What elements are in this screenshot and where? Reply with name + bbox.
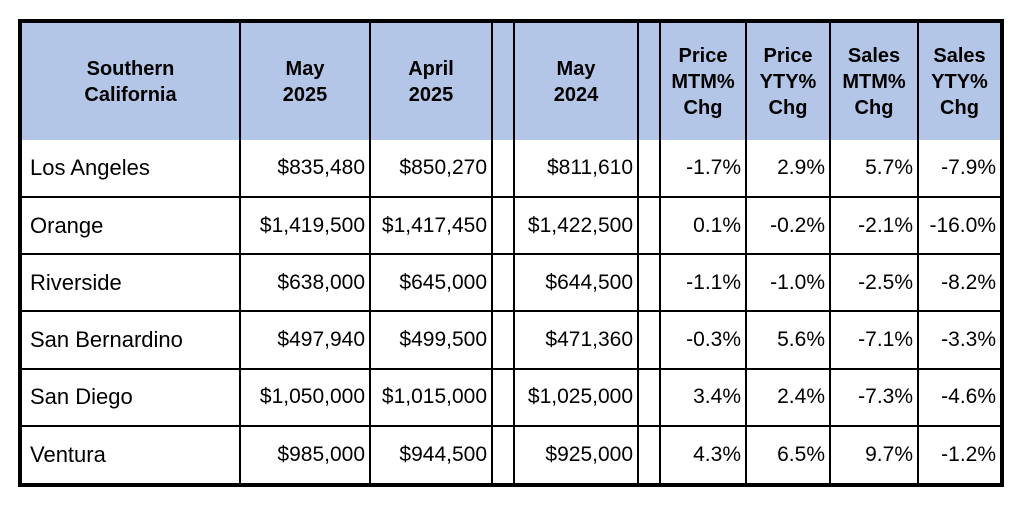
table-row: San Bernardino $497,940 $499,500 $471,36… — [22, 310, 1000, 370]
sales-yty-cell: -4.6% — [917, 367, 1000, 427]
price-yty-cell: 2.4% — [745, 367, 831, 427]
region-cell: Ventura — [22, 424, 241, 483]
sales-mtm-cell: 5.7% — [829, 140, 919, 199]
header-region-line1: Southern — [86, 57, 175, 80]
may-2024-cell: $644,500 — [513, 253, 639, 313]
region-cell: Riverside — [22, 253, 241, 313]
spacer-cell — [491, 140, 515, 199]
april-2025-cell: $944,500 — [369, 424, 493, 483]
price-yty-cell: -0.2% — [745, 196, 831, 256]
sales-yty-cell: -7.9% — [917, 140, 1000, 199]
spacer-cell — [491, 424, 515, 483]
region-cell: Orange — [22, 196, 241, 256]
header-sales-yty-line2: YTY% — [931, 70, 988, 93]
header-april-2025-line1: April — [408, 57, 454, 80]
price-yty-cell: -1.0% — [745, 253, 831, 313]
april-2025-cell: $499,500 — [369, 310, 493, 370]
home-price-table: Southern California May 2025 April 2025 … — [22, 23, 1000, 483]
header-price-mtm-line2: MTM% — [671, 70, 735, 93]
header-sales-mtm-line2: MTM% — [842, 70, 906, 93]
header-region-line2: California — [84, 83, 177, 106]
table-row: Orange $1,419,500 $1,417,450 $1,422,500 … — [22, 196, 1000, 256]
may-2024-cell: $1,025,000 — [513, 367, 639, 427]
may-2024-cell: $471,360 — [513, 310, 639, 370]
price-mtm-cell: -1.7% — [659, 140, 747, 199]
price-mtm-cell: 0.1% — [659, 196, 747, 256]
header-price-yty-line1: Price — [763, 44, 813, 67]
table-row: Riverside $638,000 $645,000 $644,500 -1.… — [22, 253, 1000, 313]
spacer-cell — [637, 196, 661, 256]
header-may-2024-line1: May — [556, 57, 596, 80]
price-yty-cell: 6.5% — [745, 424, 831, 483]
table-row: San Diego $1,050,000 $1,015,000 $1,025,0… — [22, 367, 1000, 427]
sales-mtm-cell: -2.5% — [829, 253, 919, 313]
spacer-cell — [637, 424, 661, 483]
header-row: Southern California May 2025 April 2025 … — [22, 23, 1000, 140]
price-mtm-cell: 4.3% — [659, 424, 747, 483]
header-sales-mtm-line1: Sales — [847, 44, 901, 67]
header-sales-yty: Sales YTY% Chg — [917, 23, 1000, 140]
sales-yty-cell: -16.0% — [917, 196, 1000, 256]
may-2025-cell: $985,000 — [239, 424, 371, 483]
header-spacer-2 — [637, 23, 661, 140]
header-price-yty-line3: Chg — [768, 96, 808, 119]
april-2025-cell: $1,417,450 — [369, 196, 493, 256]
spacer-cell — [637, 367, 661, 427]
region-cell: San Diego — [22, 367, 241, 427]
sales-yty-cell: -1.2% — [917, 424, 1000, 483]
price-mtm-cell: -0.3% — [659, 310, 747, 370]
may-2024-cell: $811,610 — [513, 140, 639, 199]
spacer-cell — [491, 310, 515, 370]
table-row: Ventura $985,000 $944,500 $925,000 4.3% … — [22, 424, 1000, 483]
may-2024-cell: $925,000 — [513, 424, 639, 483]
april-2025-cell: $1,015,000 — [369, 367, 493, 427]
may-2024-cell: $1,422,500 — [513, 196, 639, 256]
may-2025-cell: $835,480 — [239, 140, 371, 199]
header-price-mtm-line1: Price — [678, 44, 728, 67]
sales-mtm-cell: -7.1% — [829, 310, 919, 370]
may-2025-cell: $638,000 — [239, 253, 371, 313]
spacer-cell — [491, 196, 515, 256]
header-april-2025: April 2025 — [369, 23, 493, 140]
header-price-yty-line2: YTY% — [759, 70, 817, 93]
header-may-2024-line2: 2024 — [553, 83, 599, 106]
spacer-cell — [637, 253, 661, 313]
header-sales-yty-line1: Sales — [933, 44, 986, 67]
price-mtm-cell: -1.1% — [659, 253, 747, 313]
may-2025-cell: $1,419,500 — [239, 196, 371, 256]
sales-mtm-cell: -2.1% — [829, 196, 919, 256]
spacer-cell — [491, 367, 515, 427]
spacer-cell — [491, 253, 515, 313]
header-may-2025-line1: May — [285, 57, 325, 80]
header-april-2025-line2: 2025 — [408, 83, 454, 106]
april-2025-cell: $645,000 — [369, 253, 493, 313]
region-cell: Los Angeles — [22, 140, 241, 199]
sales-yty-cell: -3.3% — [917, 310, 1000, 370]
header-region: Southern California — [22, 23, 241, 140]
home-price-table-frame: Southern California May 2025 April 2025 … — [18, 19, 1004, 487]
spacer-cell — [637, 310, 661, 370]
header-spacer-1 — [491, 23, 515, 140]
header-sales-mtm-line3: Chg — [854, 96, 894, 119]
may-2025-cell: $497,940 — [239, 310, 371, 370]
header-may-2025: May 2025 — [239, 23, 371, 140]
may-2025-cell: $1,050,000 — [239, 367, 371, 427]
april-2025-cell: $850,270 — [369, 140, 493, 199]
header-may-2024: May 2024 — [513, 23, 639, 140]
header-price-mtm-line3: Chg — [683, 96, 723, 119]
region-cell: San Bernardino — [22, 310, 241, 370]
price-yty-cell: 5.6% — [745, 310, 831, 370]
header-sales-mtm: Sales MTM% Chg — [829, 23, 919, 140]
table-row: Los Angeles $835,480 $850,270 $811,610 -… — [22, 140, 1000, 199]
price-mtm-cell: 3.4% — [659, 367, 747, 427]
sales-mtm-cell: -7.3% — [829, 367, 919, 427]
sales-mtm-cell: 9.7% — [829, 424, 919, 483]
spacer-cell — [637, 140, 661, 199]
header-price-mtm: Price MTM% Chg — [659, 23, 747, 140]
header-sales-yty-line3: Chg — [940, 96, 979, 119]
header-may-2025-line2: 2025 — [282, 83, 328, 106]
sales-yty-cell: -8.2% — [917, 253, 1000, 313]
price-yty-cell: 2.9% — [745, 140, 831, 199]
header-price-yty: Price YTY% Chg — [745, 23, 831, 140]
